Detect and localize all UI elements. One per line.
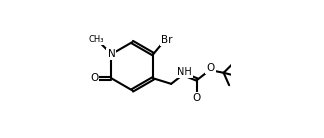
Text: O: O (90, 73, 98, 83)
Text: NH: NH (177, 67, 192, 77)
Text: O: O (206, 63, 214, 73)
Text: Br: Br (161, 35, 173, 45)
Text: O: O (192, 93, 201, 103)
Text: CH₃: CH₃ (89, 35, 104, 44)
Text: N: N (108, 49, 115, 59)
